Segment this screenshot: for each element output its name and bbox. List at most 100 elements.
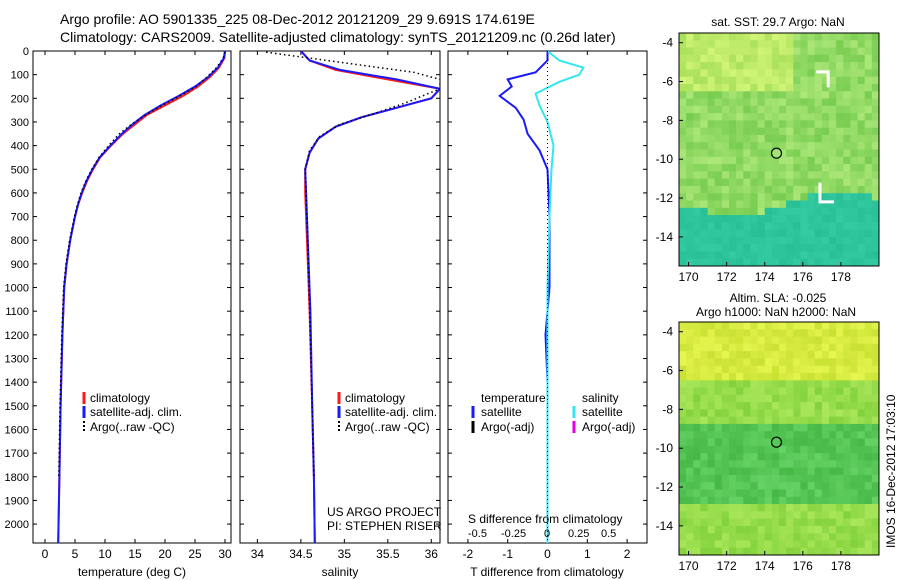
map-cell xyxy=(693,222,701,231)
map-cell xyxy=(771,62,780,70)
map-cell xyxy=(843,533,851,542)
map-cell xyxy=(871,76,879,85)
map-cell xyxy=(757,343,766,352)
map-cell xyxy=(693,76,701,85)
map-cell xyxy=(693,496,701,505)
map-cell xyxy=(714,178,723,187)
map-cell xyxy=(807,423,816,432)
map-cell xyxy=(800,358,809,367)
map-cell xyxy=(857,236,866,245)
map-cell xyxy=(679,98,687,107)
map-cell xyxy=(800,244,809,253)
x-tick-label: 1 xyxy=(584,547,591,561)
map-cell xyxy=(721,164,730,172)
map-cell xyxy=(686,540,694,549)
map-cell xyxy=(864,134,873,143)
y-tick-label: 600 xyxy=(11,188,29,200)
map-cell xyxy=(707,134,716,143)
map-cell xyxy=(736,91,744,100)
map-cell xyxy=(714,84,723,92)
y-tick-label: 1600 xyxy=(5,424,29,436)
map-cell xyxy=(764,156,773,165)
map-cell xyxy=(707,547,716,555)
map-cell xyxy=(850,482,859,491)
map-cell xyxy=(750,142,759,151)
map-cell xyxy=(721,336,730,345)
map-cell xyxy=(800,54,809,63)
map-cell xyxy=(800,76,809,85)
map-cell xyxy=(714,489,723,498)
map-cell xyxy=(857,343,866,352)
map-cell xyxy=(786,91,794,100)
map-cell xyxy=(864,547,873,555)
s-tick-4: 0.25 xyxy=(568,528,589,540)
map-cell xyxy=(807,156,816,165)
map-cell xyxy=(786,322,794,330)
map-cell xyxy=(836,547,844,555)
map-cell xyxy=(857,113,866,121)
map-cell xyxy=(757,54,766,63)
map-cell xyxy=(700,431,709,440)
map-cell xyxy=(764,547,773,555)
map-cell xyxy=(807,185,816,194)
map-cell xyxy=(871,387,879,396)
map-cell xyxy=(743,351,751,359)
map-cell xyxy=(786,62,794,70)
map-cell xyxy=(750,229,759,238)
map-cell xyxy=(729,33,737,41)
map-cell xyxy=(686,207,694,216)
map-cell xyxy=(750,329,759,338)
map-cell xyxy=(807,533,816,542)
map-cell xyxy=(793,365,801,374)
map-cell xyxy=(764,120,773,129)
map-cell xyxy=(764,351,773,359)
map-cell xyxy=(786,40,794,49)
map-cell xyxy=(779,76,787,85)
map-cell xyxy=(821,365,830,374)
map-cell xyxy=(700,474,709,483)
map-cell xyxy=(771,229,780,238)
map-cell xyxy=(800,416,809,425)
map-cell xyxy=(764,467,773,476)
map-cell xyxy=(714,511,723,520)
map-cell xyxy=(771,76,780,85)
map-cell xyxy=(729,329,737,338)
map-cell xyxy=(729,47,737,56)
map-cell xyxy=(836,76,844,85)
temperature-legend: climatology satellite-adj. clim. Argo(..… xyxy=(82,391,182,434)
map-cell xyxy=(679,105,687,114)
s-tick-5: 0.5 xyxy=(601,528,616,540)
map-cell xyxy=(829,236,837,245)
map-cell xyxy=(843,47,851,56)
map-cell xyxy=(679,373,687,381)
map-cell xyxy=(693,149,701,158)
map-cell xyxy=(771,336,780,345)
map-cell xyxy=(871,185,879,194)
map-cell xyxy=(836,84,844,92)
map-cell xyxy=(836,482,844,491)
map-cell xyxy=(721,113,730,121)
map-cell xyxy=(764,438,773,447)
map-cell xyxy=(864,54,873,63)
map-cell xyxy=(793,518,801,527)
map-cell xyxy=(850,54,859,63)
map-cell xyxy=(729,222,737,231)
map-cell xyxy=(786,229,794,238)
map-cell xyxy=(814,171,823,180)
map-cell xyxy=(800,156,809,165)
map-cell xyxy=(679,358,687,367)
map-cell xyxy=(707,496,716,505)
map-cell xyxy=(864,113,873,121)
map-cell xyxy=(743,142,751,151)
map-cell xyxy=(793,185,801,194)
map-cell xyxy=(821,142,830,151)
map-cell xyxy=(807,504,816,512)
map-cell xyxy=(736,540,744,549)
legend-label-s-argo: Argo(-adj) xyxy=(582,420,635,434)
map-cell xyxy=(800,178,809,187)
map-cell xyxy=(843,496,851,505)
map-cell xyxy=(707,540,716,549)
map-cell xyxy=(843,229,851,238)
map-cell xyxy=(843,322,851,330)
map-cell xyxy=(707,380,716,389)
